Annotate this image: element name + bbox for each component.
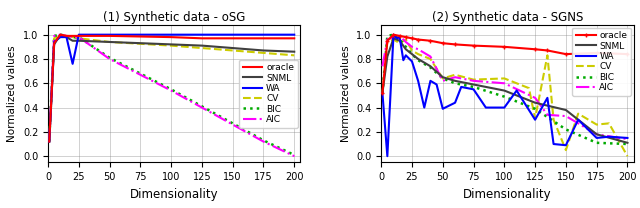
Title: (2) Synthetic data - SGNS: (2) Synthetic data - SGNS	[432, 11, 583, 24]
Title: (1) Synthetic data - oSG: (1) Synthetic data - oSG	[103, 11, 245, 24]
Legend: oracle, SNML, WA, CV, BIC, AIC: oracle, SNML, WA, CV, BIC, AIC	[572, 28, 631, 96]
X-axis label: Dimensionality: Dimensionality	[130, 188, 218, 201]
Y-axis label: Normalized values: Normalized values	[340, 45, 351, 142]
X-axis label: Dimensionality: Dimensionality	[463, 188, 552, 201]
Y-axis label: Normalized values: Normalized values	[7, 45, 17, 142]
Legend: oracle, SNML, WA, CV, BIC, AIC: oracle, SNML, WA, CV, BIC, AIC	[239, 60, 298, 128]
